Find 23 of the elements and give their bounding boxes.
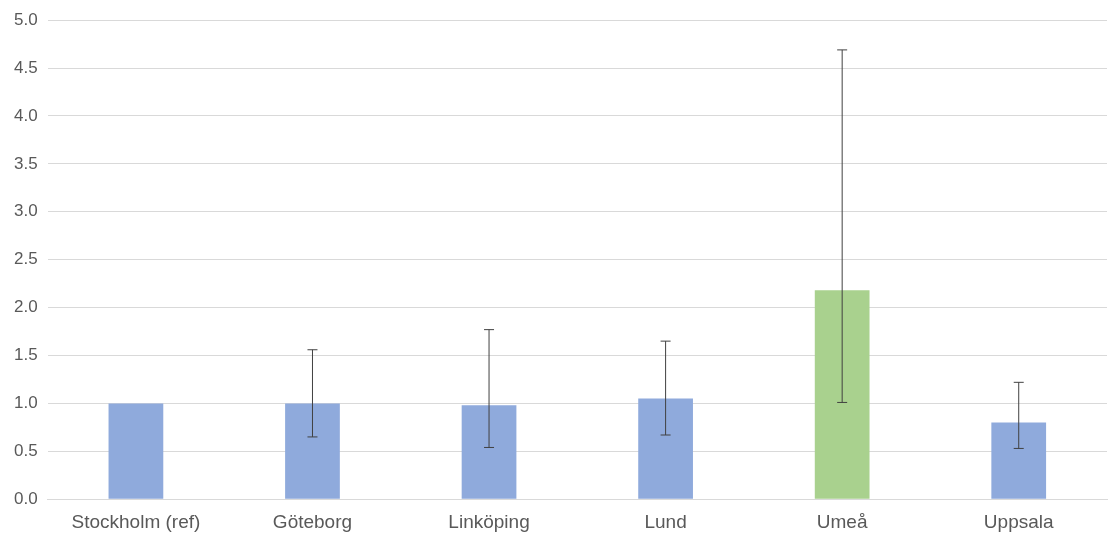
y-tick-label: 3.5 — [13, 153, 38, 173]
bar — [461, 405, 517, 499]
x-tick-label: Lund — [644, 510, 687, 532]
y-tick-label: 3.0 — [13, 201, 38, 221]
y-tick-label: 2.5 — [13, 249, 38, 269]
bar — [991, 422, 1047, 499]
bar — [638, 398, 693, 499]
y-tick-label: 4.5 — [13, 57, 38, 77]
y-tick-label: 1.0 — [13, 393, 38, 413]
bar — [285, 403, 340, 499]
x-tick-label: Göteborg — [272, 510, 353, 532]
y-tick-label: 2.0 — [13, 297, 38, 317]
x-tick-label: Stockholm (ref) — [71, 510, 201, 532]
y-tick-label: 0.0 — [13, 488, 38, 508]
bar — [814, 290, 870, 499]
y-tick-label: 4.0 — [13, 105, 38, 125]
y-tick-label: 1.5 — [13, 345, 38, 365]
bar — [108, 403, 164, 499]
x-tick-label: Linköping — [448, 510, 530, 532]
x-tick-label: Uppsala — [983, 510, 1054, 532]
x-tick-label: Umeå — [816, 510, 868, 532]
y-tick-label: 5.0 — [13, 9, 38, 29]
y-tick-label: 0.5 — [13, 440, 38, 460]
